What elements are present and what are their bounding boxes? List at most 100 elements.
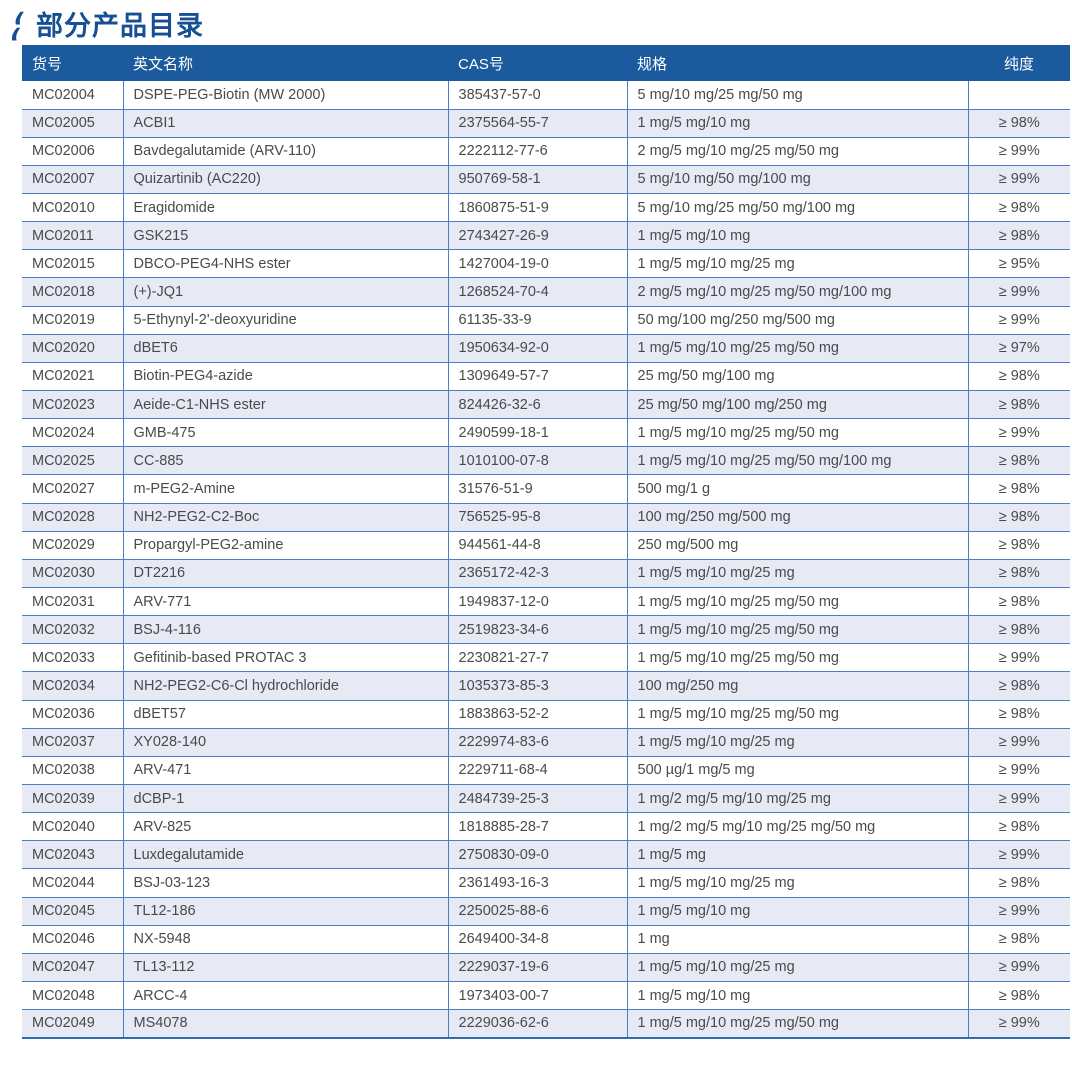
cell-item_no: MC02046: [22, 924, 123, 954]
cell-name: NX-5948: [122, 924, 448, 954]
cell-name: Gefitinib-based PROTAC 3: [122, 643, 448, 672]
column-header-spec: 规格: [627, 45, 968, 81]
cell-cas: 2519823-34-6: [447, 615, 627, 644]
cell-spec: 5 mg/10 mg/25 mg/50 mg: [626, 81, 968, 110]
cell-spec: 1 mg/2 mg/5 mg/10 mg/25 mg/50 mg: [626, 812, 968, 841]
cell-purity: ≥ 99%: [967, 164, 1070, 194]
column-header-name: 英文名称: [123, 45, 448, 81]
table-row: MC02010 Eragidomide 1860875-51-9 5 mg/10 mg…: [22, 193, 1070, 222]
cell-spec: 5 mg/10 mg/50 mg/100 mg: [626, 164, 968, 194]
table-row: MC02040 ARV-825 1818885-28-7 1 mg/2 mg/5 mg…: [22, 812, 1070, 841]
table-row: MC02018 (+)-JQ1 1268524-70-4 2 mg/5 mg/10 m…: [22, 277, 1070, 307]
cell-purity: ≥ 98%: [967, 615, 1070, 644]
cell-item_no: MC02038: [22, 755, 123, 785]
cell-name: dBET6: [122, 333, 448, 363]
cell-purity: ≥ 99%: [967, 136, 1070, 166]
cell-spec: 1 mg/5 mg/10 mg/25 mg/50 mg: [626, 418, 968, 447]
column-header-purity: 纯度: [968, 45, 1070, 81]
cell-spec: 1 mg/5 mg/10 mg: [626, 980, 968, 1010]
cell-item_no: MC02021: [22, 361, 123, 391]
cell-item_no: MC02039: [22, 784, 123, 813]
cell-name: TL12-186: [122, 896, 448, 926]
table-body: MC02004 DSPE-PEG-Biotin (MW 2000) 385437-5…: [22, 81, 1070, 1038]
cell-purity: ≥ 98%: [967, 671, 1070, 701]
cell-purity: ≥ 99%: [967, 305, 1070, 335]
cell-cas: 2361493-16-3: [447, 868, 627, 898]
cell-purity: ≥ 99%: [967, 952, 1070, 982]
cell-item_no: MC02005: [22, 108, 123, 138]
cell-cas: 2750830-09-0: [447, 840, 627, 869]
cell-purity: ≥ 99%: [967, 727, 1070, 757]
cell-spec: 2 mg/5 mg/10 mg/25 mg/50 mg: [626, 136, 968, 166]
cell-purity: ≥ 99%: [967, 755, 1070, 785]
cell-name: CC-885: [122, 446, 448, 475]
cell-purity: ≥ 98%: [967, 587, 1070, 616]
cell-purity: ≥ 99%: [967, 896, 1070, 926]
cell-name: GMB-475: [122, 418, 448, 447]
cell-name: ARV-771: [122, 587, 448, 616]
cell-spec: 2 mg/5 mg/10 mg/25 mg/50 mg/100 mg: [626, 277, 968, 307]
cell-item_no: MC02049: [22, 1009, 123, 1038]
cell-name: Biotin-PEG4-azide: [122, 361, 448, 391]
cell-item_no: MC02033: [22, 643, 123, 672]
cell-cas: 385437-57-0: [447, 81, 627, 110]
cell-item_no: MC02030: [22, 558, 123, 588]
cell-spec: 1 mg/5 mg/10 mg/25 mg: [626, 952, 968, 982]
cell-spec: 1 mg/5 mg/10 mg: [626, 896, 968, 926]
table-row: MC02019 5-Ethynyl-2'-deoxyuridine 61135-33…: [22, 305, 1070, 335]
cell-spec: 5 mg/10 mg/25 mg/50 mg/100 mg: [626, 193, 968, 222]
table-row: MC02004 DSPE-PEG-Biotin (MW 2000) 385437-5…: [22, 81, 1070, 110]
page-title: 部分产品目录: [36, 10, 204, 41]
column-header-item_no: 货号: [22, 45, 123, 81]
cell-purity: ≥ 98%: [967, 812, 1070, 841]
cell-item_no: MC02045: [22, 896, 123, 926]
cell-item_no: MC02010: [22, 193, 123, 222]
cell-purity: ≥ 98%: [967, 924, 1070, 954]
cell-purity: ≥ 98%: [967, 980, 1070, 1010]
cell-name: (+)-JQ1: [122, 277, 448, 307]
cell-name: ARCC-4: [122, 980, 448, 1010]
table-row: MC02031 ARV-771 1949837-12-0 1 mg/5 mg/10 m…: [22, 587, 1070, 616]
cell-purity: ≥ 98%: [967, 446, 1070, 475]
cell-cas: 1010100-07-8: [447, 446, 627, 475]
table-row: MC02049 MS4078 2229036-62-6 1 mg/5 mg/10 mg…: [22, 1009, 1070, 1038]
table-row: MC02021 Biotin-PEG4-azide 1309649-57-7 25 m…: [22, 361, 1070, 391]
cell-purity: ≥ 98%: [967, 390, 1070, 419]
cell-item_no: MC02011: [22, 221, 123, 250]
cell-purity: ≥ 98%: [967, 361, 1070, 391]
cell-item_no: MC02028: [22, 502, 123, 532]
cell-spec: 1 mg/5 mg/10 mg/25 mg: [626, 558, 968, 588]
cell-name: TL13-112: [122, 952, 448, 982]
cell-spec: 250 mg/500 mg: [626, 530, 968, 560]
cell-purity: ≥ 98%: [967, 530, 1070, 560]
cell-purity: ≥ 98%: [967, 558, 1070, 588]
cell-name: BSJ-03-123: [122, 868, 448, 898]
cell-name: DBCO-PEG4-NHS ester: [122, 249, 448, 278]
cell-purity: ≥ 98%: [967, 474, 1070, 504]
cell-purity: ≥ 98%: [967, 193, 1070, 222]
cell-name: XY028-140: [122, 727, 448, 757]
cell-item_no: MC02032: [22, 615, 123, 644]
table-row: MC02027 m-PEG2-Amine 31576-51-9 500 mg/1 g ≥…: [22, 474, 1070, 504]
table-row: MC02043 Luxdegalutamide 2750830-09-0 1 mg/5…: [22, 840, 1070, 869]
cell-cas: 1973403-00-7: [447, 980, 627, 1010]
table-row: MC02044 BSJ-03-123 2361493-16-3 1 mg/5 mg/1…: [22, 868, 1070, 898]
cell-cas: 1035373-85-3: [447, 671, 627, 701]
cell-name: Eragidomide: [122, 193, 448, 222]
cell-cas: 944561-44-8: [447, 530, 627, 560]
table-row: MC02005 ACBI1 2375564-55-7 1 mg/5 mg/10 mg ≥…: [22, 108, 1070, 138]
cell-item_no: MC02037: [22, 727, 123, 757]
cell-spec: 25 mg/50 mg/100 mg: [626, 361, 968, 391]
cell-purity: ≥ 97%: [967, 333, 1070, 363]
table-row: MC02048 ARCC-4 1973403-00-7 1 mg/5 mg/10 mg…: [22, 980, 1070, 1010]
cell-cas: 756525-95-8: [447, 502, 627, 532]
cell-name: MS4078: [122, 1009, 448, 1038]
cell-cas: 1860875-51-9: [447, 193, 627, 222]
title-bullet-icon: [11, 11, 24, 41]
cell-cas: 2743427-26-9: [447, 221, 627, 250]
cell-purity: ≥ 99%: [967, 1009, 1070, 1038]
cell-name: DT2216: [122, 558, 448, 588]
cell-cas: 2490599-18-1: [447, 418, 627, 447]
table-row: MC02025 CC-885 1010100-07-8 1 mg/5 mg/10 mg…: [22, 446, 1070, 475]
cell-purity: ≥ 99%: [967, 784, 1070, 813]
